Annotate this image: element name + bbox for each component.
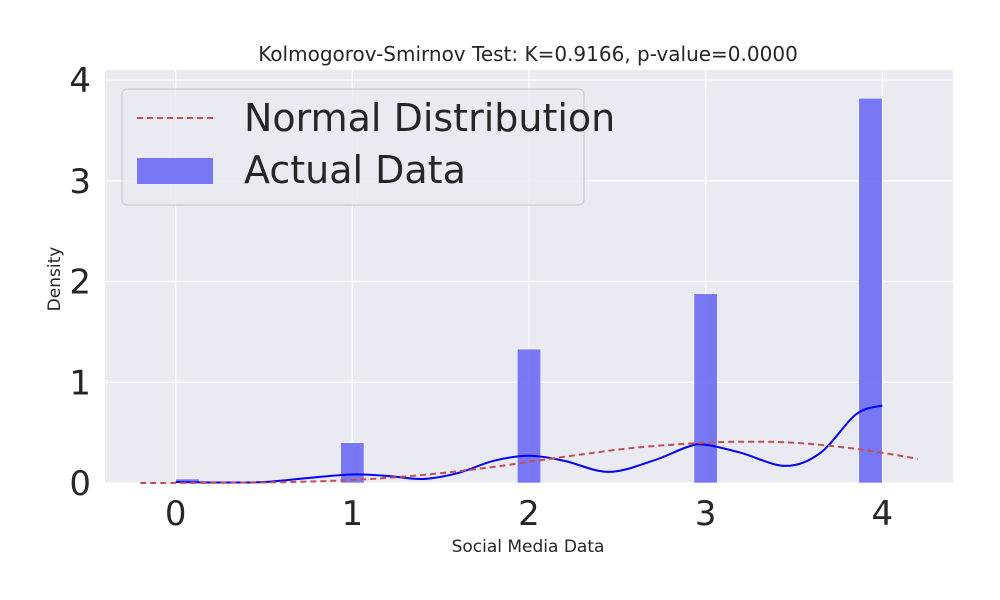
x-tick-label: 1 xyxy=(342,494,364,534)
x-tick-label: 4 xyxy=(872,494,894,534)
x-axis-label: Social Media Data xyxy=(452,537,605,557)
legend-label-actual: Actual Data xyxy=(244,148,466,192)
y-tick-label: 1 xyxy=(69,363,91,403)
legend-box xyxy=(121,88,585,206)
bar xyxy=(858,97,883,484)
bar xyxy=(516,348,542,484)
kde-line xyxy=(175,404,883,484)
y-tick-label: 3 xyxy=(69,162,91,202)
y-axis-label: Density xyxy=(45,247,65,312)
y-tick-labels: 0 1 2 3 4 xyxy=(69,61,91,504)
y-tick-label: 2 xyxy=(69,263,91,303)
bar-series xyxy=(175,97,883,484)
x-tick-label: 3 xyxy=(695,494,717,534)
y-tick-label: 0 xyxy=(69,464,91,504)
x-tick-label: 0 xyxy=(165,494,187,534)
x-tick-label: 2 xyxy=(518,494,540,534)
legend-patch-icon xyxy=(137,158,213,184)
x-tick-labels: 0 1 2 3 4 xyxy=(165,494,893,534)
legend: Normal Distribution Actual Data xyxy=(121,88,615,206)
bar xyxy=(340,442,365,484)
legend-label-normal: Normal Distribution xyxy=(244,96,615,140)
normal-distribution-line xyxy=(140,440,918,484)
y-tick-label: 4 xyxy=(69,61,91,101)
chart-title: Kolmogorov-Smirnov Test: K=0.9166, p-val… xyxy=(258,42,798,66)
bar xyxy=(693,293,718,484)
